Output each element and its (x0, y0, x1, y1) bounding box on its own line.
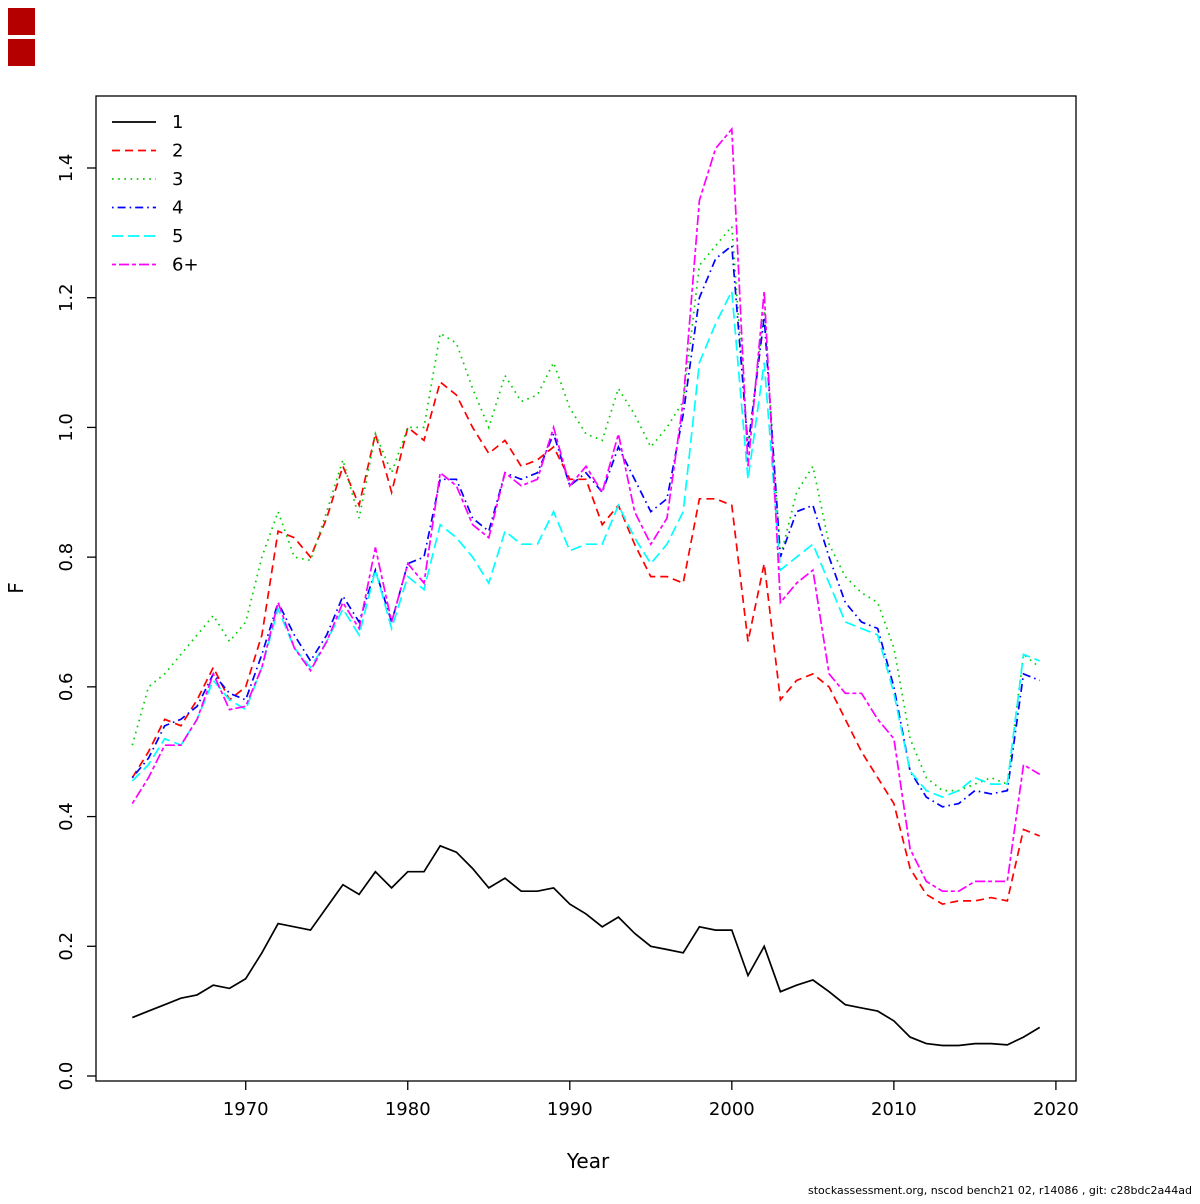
footer-credit: stockassessment.org, nscod bench21 02, r… (808, 1184, 1192, 1197)
y-tick-label: 0.0 (56, 1062, 77, 1091)
series-line-5 (131, 288, 1041, 799)
y-axis-title: F (4, 582, 28, 594)
x-tick-label: 1990 (547, 1099, 593, 1120)
series-line-6+ (131, 126, 1041, 893)
red-square-icon (8, 8, 35, 35)
legend-label: 5 (172, 226, 183, 247)
y-tick-label: 0.6 (56, 673, 77, 702)
y-tick-label: 0.2 (56, 932, 77, 961)
red-square-icon (8, 39, 35, 66)
legend-label: 6+ (172, 255, 199, 276)
legend-label: 2 (172, 141, 183, 162)
legend-label: 4 (172, 198, 183, 219)
series-line-2 (131, 380, 1041, 905)
series-line-3 (131, 224, 1041, 792)
series-line-1 (131, 844, 1041, 1047)
plot-border (95, 95, 1077, 1082)
x-axis-title: Year (566, 1149, 610, 1173)
x-tick-label: 2000 (709, 1099, 755, 1120)
y-tick-label: 1.0 (56, 413, 77, 442)
y-tick-label: 0.4 (56, 802, 77, 831)
x-tick-label: 2010 (871, 1099, 917, 1120)
x-tick-label: 2020 (1033, 1099, 1079, 1120)
y-tick-label: 1.2 (56, 283, 77, 312)
x-tick-label: 1980 (385, 1099, 431, 1120)
x-tick-label: 1970 (223, 1099, 269, 1120)
legend-label: 3 (172, 169, 183, 190)
legend-label: 1 (172, 112, 183, 133)
y-tick-label: 1.4 (56, 154, 77, 183)
series-line-4 (131, 244, 1041, 808)
y-tick-label: 0.8 (56, 543, 77, 572)
